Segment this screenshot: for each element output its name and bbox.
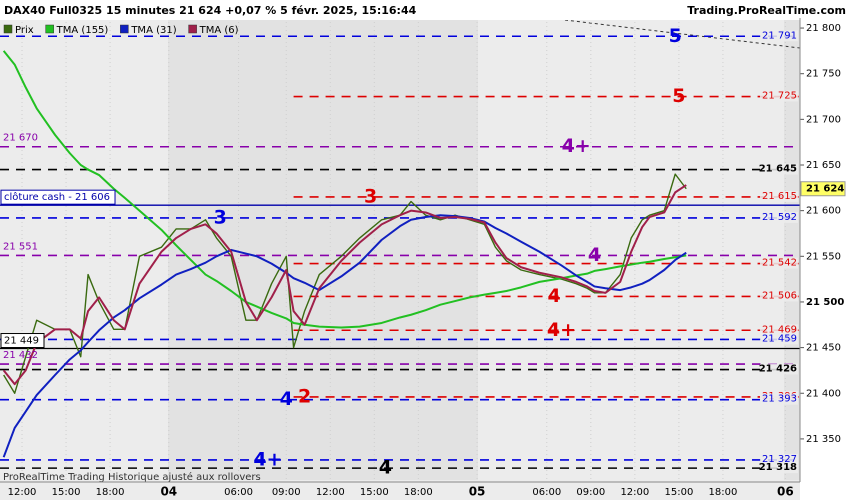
level-label: 21 432 <box>3 350 38 361</box>
level-label-bg <box>760 324 798 336</box>
level-label-bg <box>760 211 798 223</box>
level-label-box <box>0 189 116 205</box>
labels: 21 791 5 21 725 5 21 670 4+ 21 645 21 615 3 clôtu… <box>0 25 846 479</box>
level-marker: 5 <box>669 25 682 47</box>
level-label: 21 725 <box>762 91 797 102</box>
header-bar <box>0 0 850 20</box>
x-tick-label: 12:00 <box>620 487 649 498</box>
level-label: 21 459 <box>762 333 797 344</box>
level-marker: 3 <box>214 206 227 228</box>
x-tick-label: 06:00 <box>224 487 253 498</box>
x-tick-label: 18:00 <box>709 487 738 498</box>
level-label: 21 615 <box>762 191 797 202</box>
legend-label: TMA (6) <box>199 25 239 36</box>
level-marker: 4 <box>588 244 601 266</box>
last-price-label: 21 624 <box>806 184 844 195</box>
series-lines <box>2 50 687 458</box>
levels <box>0 35 800 469</box>
y-tick-label: 21 500 <box>806 297 844 308</box>
level-label-bg <box>760 290 798 302</box>
x-tick-label: 09:00 <box>272 487 301 498</box>
legend-swatch <box>188 24 197 34</box>
series-line <box>3 173 687 394</box>
level-label-bg <box>760 333 798 345</box>
y-tick-label: 21 750 <box>806 69 841 80</box>
legend-swatch <box>45 24 54 34</box>
x-tick-label: 15:00 <box>52 487 81 498</box>
level-marker: 4 <box>548 285 561 307</box>
y-tick-label: 21 450 <box>806 343 841 354</box>
source: Trading.ProRealTime.com <box>687 4 846 17</box>
legend-label: TMA (31) <box>130 25 176 36</box>
series-line <box>2 50 687 329</box>
level-label: 21 542 <box>762 258 797 269</box>
x-tick-label: 12:00 <box>316 487 345 498</box>
level-label-bg <box>760 190 798 202</box>
grid <box>21 18 804 482</box>
level-label-bg <box>760 453 798 465</box>
level-label: 21 506 <box>762 290 797 301</box>
x-tick-label: 12:00 <box>8 487 37 498</box>
x-tick-label: 04 <box>160 485 177 499</box>
level-marker: 4 <box>379 457 392 479</box>
level-marker: 2 <box>298 385 311 407</box>
level-label: clôture cash - 21 606 <box>4 191 110 203</box>
x-tick-label: 18:00 <box>404 487 433 498</box>
level-label: 21 318 <box>759 462 797 473</box>
level-label: 21 469 <box>762 324 797 335</box>
level-label: 21 645 <box>759 164 797 175</box>
level-label: 21 449 <box>4 336 39 347</box>
y-tick-label: 21 600 <box>806 206 841 217</box>
level-label-bg <box>760 363 798 375</box>
level-label-bg <box>760 462 798 474</box>
legend-label: TMA (155) <box>56 25 109 36</box>
x-tick-label: 15:00 <box>360 487 389 498</box>
level-label-box <box>0 333 45 349</box>
y-tick-label: 21 550 <box>806 251 841 262</box>
x-tick-label: 06:00 <box>532 487 561 498</box>
last-price-box <box>800 181 846 197</box>
level-label: 21 327 <box>762 454 797 465</box>
chart-title: DAX40 Full0325 15 minutes 21 624 +0,07 %… <box>4 4 417 17</box>
level-marker: 4+ <box>547 319 576 341</box>
day-band <box>784 18 800 480</box>
y-tick-label: 21 400 <box>806 388 841 399</box>
level-marker: 4 <box>280 388 293 410</box>
level-label-bg <box>760 163 798 175</box>
series-line <box>2 214 687 458</box>
x-tick-label: 09:00 <box>576 487 605 498</box>
level-label-bg <box>760 30 798 42</box>
level-label: 21 670 <box>3 133 38 144</box>
x-tick-label: 18:00 <box>96 487 125 498</box>
level-label: 21 393 <box>762 394 797 405</box>
x-tick-label: 06 <box>777 485 794 499</box>
legend-swatch <box>3 24 13 34</box>
level-label: 21 592 <box>762 212 797 223</box>
level-label: 21 791 <box>762 30 797 41</box>
x-tick-label: 05 <box>469 485 486 499</box>
level-marker: 4+ <box>253 448 282 470</box>
level-label-bg <box>760 90 798 102</box>
y-tick-label: 21 800 <box>806 23 841 34</box>
footer: ProRealTime Trading Historique ajusté au… <box>3 471 261 483</box>
y-tick-label: 21 650 <box>806 160 841 171</box>
day-band <box>168 18 478 480</box>
level-label-bg <box>760 393 798 405</box>
legend-label: Prix <box>15 25 34 36</box>
legend-swatch <box>120 24 129 34</box>
y-tick-label: 21 350 <box>806 434 841 445</box>
level-marker: 4+ <box>562 135 591 157</box>
y-tick-label: 21 700 <box>806 114 841 125</box>
level-label-bg <box>760 257 798 269</box>
series-line <box>2 184 687 386</box>
x-tick-label: 15:00 <box>664 487 693 498</box>
axis-background <box>800 0 850 500</box>
level-label: 21 551 <box>3 241 38 252</box>
level-marker: 3 <box>364 185 377 207</box>
level-label: 21 426 <box>759 364 797 375</box>
level-marker: 5 <box>672 85 685 107</box>
